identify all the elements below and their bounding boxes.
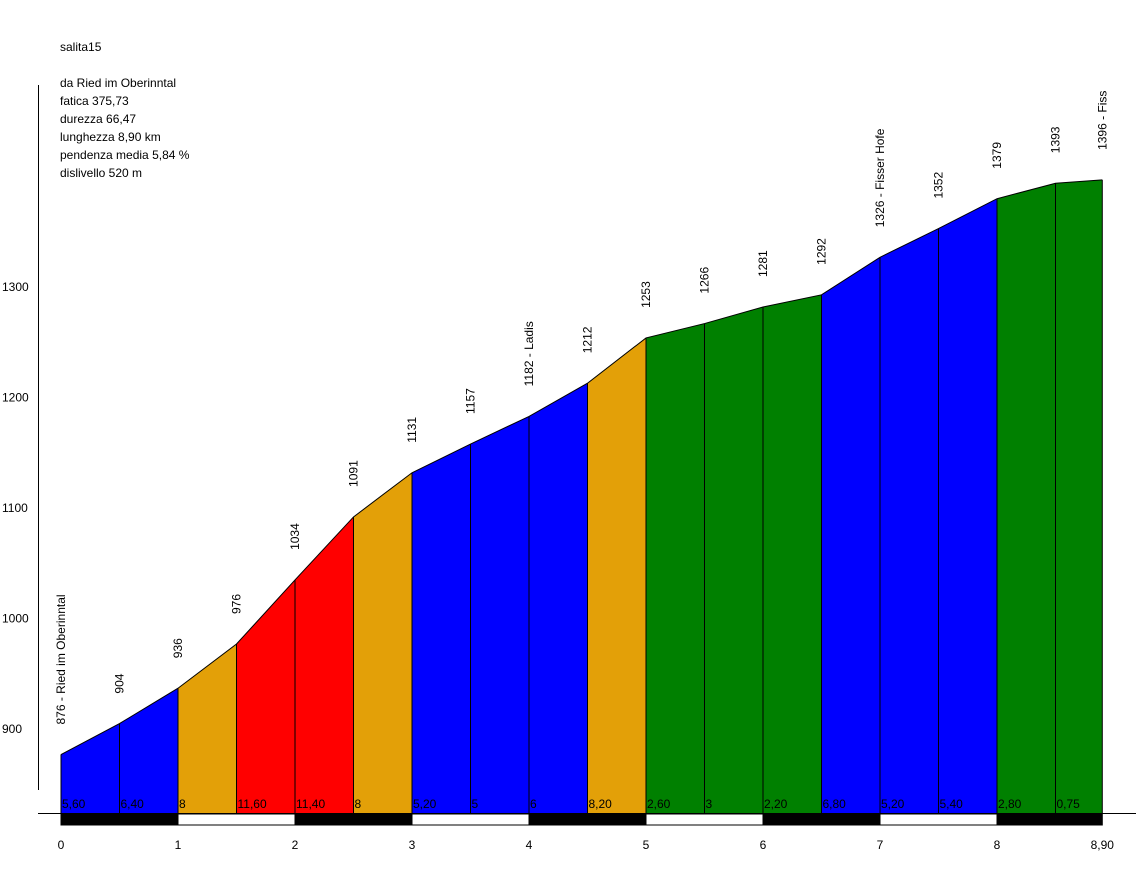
info-fatica: fatica 375,73 [60,94,129,108]
elevation-label: 1091 [347,460,361,487]
gradient-labels: 5,60 6,40 8 11,60 11,40 8 5,20 5 6 8,20 2,60 3 2,20 6… [62,797,1080,811]
profile-segment [880,228,939,814]
km-scale-segment [645,813,764,826]
y-tick-label: 1200 [2,391,29,405]
elevation-label: 1212 [581,326,595,353]
profile-segment [295,516,354,813]
km-scale-segment [528,813,647,826]
elevation-label: 936 [171,638,185,658]
elevation-label: 976 [230,594,244,614]
elevation-label: 1266 [698,267,712,294]
profile-segment [821,257,880,813]
elevation-labels: 876 - Ried im Oberinntal 904 936 976 1034 109… [54,91,1109,725]
x-tick-label: 5 [643,838,650,852]
x-tick-label: 1 [175,838,182,852]
y-tick-label: 900 [2,722,22,736]
gradient-label: 5,20 [881,797,905,811]
km-scale-segment [294,813,413,826]
elevation-label: 1379 [990,142,1004,169]
x-tick-label: 8,90 [1091,838,1115,852]
elevation-label: 1157 [464,388,478,414]
elevation-label: 1326 - Fisser Hofe [873,128,887,227]
x-tick-label: 8 [994,838,1001,852]
elevation-label: 1034 [288,523,302,550]
elevation-label: 904 [113,673,127,693]
gradient-label: 2,80 [998,797,1022,811]
elevation-label: 1352 [932,172,946,199]
gradient-label: 5,40 [940,797,964,811]
elevation-label: 1182 - Ladis [522,321,536,386]
y-tick-label: 1000 [2,612,29,626]
segment-dividers [60,179,1103,813]
profile-segment [470,416,529,813]
x-tick-labels: 0 1 2 3 4 5 6 7 8 8,90 [58,838,1115,852]
info-start: da Ried im Oberinntal [60,76,177,90]
x-tick-label: 3 [409,838,416,852]
profile-segment [61,723,120,813]
gradient-label: 11,40 [296,797,325,811]
gradient-label: 8 [355,797,362,811]
y-tick-labels: 900 1000 1100 1200 1300 [2,280,29,736]
profile-segment [704,306,763,813]
km-scale-segment [60,813,179,826]
elevation-label: 1281 [756,250,770,277]
climb-info: salita15 da Ried im Oberinntal fatica 37… [60,38,189,182]
profile-segment [1055,179,1103,814]
km-scale-segment [762,813,881,826]
gradient-label: 2,60 [647,797,671,811]
y-tick-label: 1100 [2,501,28,515]
gradient-label: 11,60 [238,797,267,811]
gradient-label: 6,80 [823,797,847,811]
elevation-label: 1396 - Fiss [1095,91,1109,150]
profile-segment [353,472,412,813]
elevation-label: 1292 [815,238,829,265]
km-scale-segment [879,813,998,826]
info-lunghezza: lunghezza 8,90 km [60,130,161,144]
profile-outline [60,179,1103,755]
profile-segment [763,294,822,814]
x-tick-label: 0 [58,838,65,852]
profile-segment [646,323,705,813]
chart-title: salita15 [60,40,102,54]
elevation-label: 1253 [639,281,653,308]
km-scale-segment [996,813,1103,826]
profile-segment [997,183,1056,814]
gradient-label: 6,40 [121,797,145,811]
profile-segments [61,179,1103,814]
x-tick-label: 6 [760,838,767,852]
profile-segment [938,198,997,813]
elevation-label: 1393 [1049,126,1063,153]
km-scale-segment [177,813,296,826]
profile-segment [412,444,471,813]
profile-segment [178,644,237,813]
gradient-label: 3 [706,797,713,811]
gradient-label: 5,20 [413,797,437,811]
x-tick-label: 7 [877,838,884,852]
gradient-label: 2,20 [764,797,788,811]
gradient-label: 8,20 [589,797,613,811]
elevation-label: 876 - Ried im Oberinntal [54,594,68,724]
profile-segment [587,337,646,813]
info-pendenza: pendenza media 5,84 % [60,148,190,162]
elevation-label: 1131 [405,417,419,443]
profile-segment [529,383,588,813]
profile-segment [119,688,178,813]
gradient-label: 0,75 [1057,797,1081,811]
x-tick-label: 2 [292,838,299,852]
km-scale-segment [411,813,530,826]
info-durezza: durezza 66,47 [60,112,137,126]
x-tick-label: 4 [526,838,533,852]
profile-segment [236,579,295,813]
gradient-label: 5,60 [62,797,86,811]
gradient-label: 6 [530,797,537,811]
info-dislivello: dislivello 520 m [60,166,143,180]
gradient-label: 5 [472,797,479,811]
y-tick-label: 1300 [2,280,29,294]
km-scale-bar [60,813,1103,826]
gradient-label: 8 [179,797,186,811]
